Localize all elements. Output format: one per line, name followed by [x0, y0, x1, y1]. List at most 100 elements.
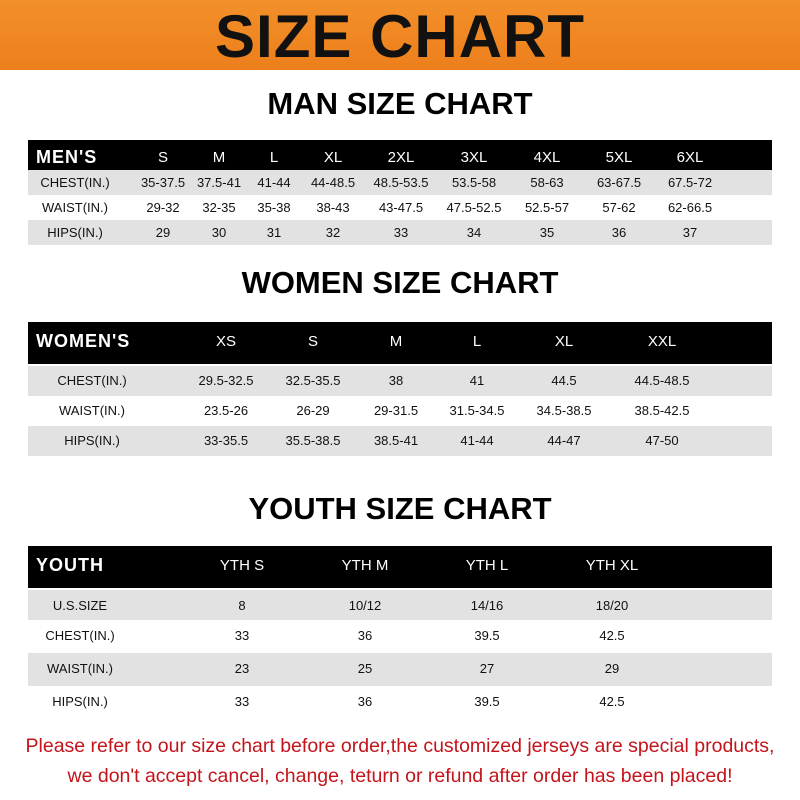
measurement-cell: 42.5	[599, 694, 625, 709]
banner: SIZE CHART	[0, 0, 800, 70]
men-header-row: MEN'S S M L XL 2XL 3XL 4XL 5XL 6XL	[28, 140, 772, 170]
table-row: HIPS(IN.) 29 30 31 32 33 34 35 36 37	[28, 220, 772, 245]
measurement-cell: 36	[611, 225, 627, 240]
table-row: WAIST(IN.) 29-32 32-35 35-38 38-43 43-47.5 47.…	[28, 195, 772, 220]
measurement-cell: 32.5-35.5	[285, 373, 341, 388]
measurement-cell: 25	[357, 661, 373, 676]
row-label: WAIST(IN.)	[59, 403, 125, 418]
banner-title: SIZE CHART	[215, 3, 585, 70]
measurement-cell: 31.5-34.5	[449, 403, 505, 418]
table-row: U.S.SIZE 8 10/12 14/16 18/20	[28, 590, 772, 620]
measurement-cell: 29	[155, 225, 171, 240]
notice-line-2: we don't accept cancel, change, teturn o…	[67, 765, 733, 787]
measurement-cell: 63-67.5	[596, 175, 642, 190]
size-header: 4XL	[533, 149, 561, 166]
table-row: WAIST(IN.) 23 25 27 29	[28, 653, 772, 686]
row-label: WAIST(IN.)	[47, 661, 113, 676]
size-header: M	[212, 149, 226, 166]
men-table-label: MEN'S	[36, 147, 98, 167]
table-row: CHEST(IN.) 33 36 39.5 42.5	[28, 620, 772, 653]
measurement-cell: 47.5-52.5	[446, 200, 502, 215]
measurement-cell: 43-47.5	[378, 200, 424, 215]
size-header: L	[269, 149, 279, 166]
measurement-cell: 44.5-48.5	[634, 373, 690, 388]
row-label: HIPS(IN.)	[47, 225, 103, 240]
measurement-cell: 52.5-57	[524, 200, 570, 215]
size-header: S	[157, 149, 169, 166]
row-label: HIPS(IN.)	[64, 433, 120, 448]
women-table-label: WOMEN'S	[36, 331, 131, 351]
measurement-cell: 30	[211, 225, 227, 240]
youth-header-row: YOUTH YTH S YTH M YTH L YTH XL	[28, 546, 772, 588]
table-row: HIPS(IN.) 33 36 39.5 42.5	[28, 686, 772, 718]
size-header: 2XL	[387, 149, 415, 166]
measurement-cell: 29.5-32.5	[198, 373, 254, 388]
measurement-cell: 29-32	[146, 200, 180, 215]
measurement-cell: 37.5-41	[196, 175, 242, 190]
table-row: WAIST(IN.) 23.5-26 26-29 29-31.5 31.5-34.5 34…	[28, 396, 772, 426]
size-header: XXL	[647, 333, 677, 350]
measurement-cell: 33	[234, 694, 250, 709]
measurement-cell: 36	[357, 628, 373, 643]
row-label: CHEST(IN.)	[40, 175, 110, 190]
measurement-cell: 35.5-38.5	[285, 433, 341, 448]
measurement-cell: 23	[234, 661, 250, 676]
size-header: L	[472, 333, 482, 350]
table-row: CHEST(IN.) 29.5-32.5 32.5-35.5 38 41 44.5 44.5…	[28, 366, 772, 396]
measurement-cell: 8	[238, 598, 246, 613]
measurement-cell: 33	[234, 628, 250, 643]
measurement-cell: 23.5-26	[203, 403, 249, 418]
row-label: CHEST(IN.)	[57, 373, 127, 388]
measurement-cell: 39.5	[474, 694, 500, 709]
measurement-cell: 33-35.5	[203, 433, 249, 448]
size-header: YTH XL	[585, 557, 639, 574]
row-label: HIPS(IN.)	[52, 694, 108, 709]
measurement-cell: 31	[266, 225, 282, 240]
size-header: YTH S	[219, 557, 265, 574]
row-label: WAIST(IN.)	[42, 200, 108, 215]
measurement-cell: 44.5	[551, 373, 577, 388]
measurement-cell: 57-62	[602, 200, 636, 215]
measurement-cell: 44-47	[547, 433, 581, 448]
measurement-cell: 14/16	[470, 598, 504, 613]
measurement-cell: 41-44	[460, 433, 494, 448]
measurement-cell: 48.5-53.5	[373, 175, 429, 190]
size-header: XL	[554, 333, 574, 350]
measurement-cell: 47-50	[645, 433, 679, 448]
measurement-cell: 27	[479, 661, 495, 676]
measurement-cell: 29-31.5	[373, 403, 419, 418]
table-row: HIPS(IN.) 33-35.5 35.5-38.5 38.5-41 41-44 44-…	[28, 426, 772, 456]
measurement-cell: 62-66.5	[667, 200, 713, 215]
size-header: M	[389, 333, 403, 350]
size-header: 6XL	[676, 149, 704, 166]
row-label: CHEST(IN.)	[45, 628, 115, 643]
notice-line-1: Please refer to our size chart before or…	[25, 735, 775, 757]
measurement-cell: 41	[469, 373, 485, 388]
measurement-cell: 38.5-42.5	[634, 403, 690, 418]
size-header: 5XL	[605, 149, 633, 166]
measurement-cell: 35-37.5	[140, 175, 186, 190]
measurement-cell: 67.5-72	[667, 175, 713, 190]
women-section-title: WOMEN SIZE CHART	[241, 265, 559, 300]
measurement-cell: 53.5-58	[451, 175, 497, 190]
measurement-cell: 39.5	[474, 628, 500, 643]
measurement-cell: 26-29	[296, 403, 330, 418]
women-header-row: WOMEN'S XS S M L XL XXL	[28, 322, 772, 364]
measurement-cell: 36	[357, 694, 373, 709]
measurement-cell: 44-48.5	[310, 175, 356, 190]
measurement-cell: 42.5	[599, 628, 625, 643]
measurement-cell: 29	[604, 661, 620, 676]
row-label: U.S.SIZE	[52, 598, 108, 613]
size-header: XS	[215, 333, 237, 350]
measurement-cell: 58-63	[530, 175, 564, 190]
youth-table-label: YOUTH	[36, 555, 104, 575]
measurement-cell: 38.5-41	[373, 433, 419, 448]
size-header: YTH L	[465, 557, 509, 574]
measurement-cell: 10/12	[348, 598, 382, 613]
measurement-cell: 37	[682, 225, 698, 240]
measurement-cell: 35-38	[257, 200, 291, 215]
measurement-cell: 34	[466, 225, 482, 240]
measurement-cell: 35	[539, 225, 555, 240]
men-section-title: MAN SIZE CHART	[267, 86, 533, 121]
